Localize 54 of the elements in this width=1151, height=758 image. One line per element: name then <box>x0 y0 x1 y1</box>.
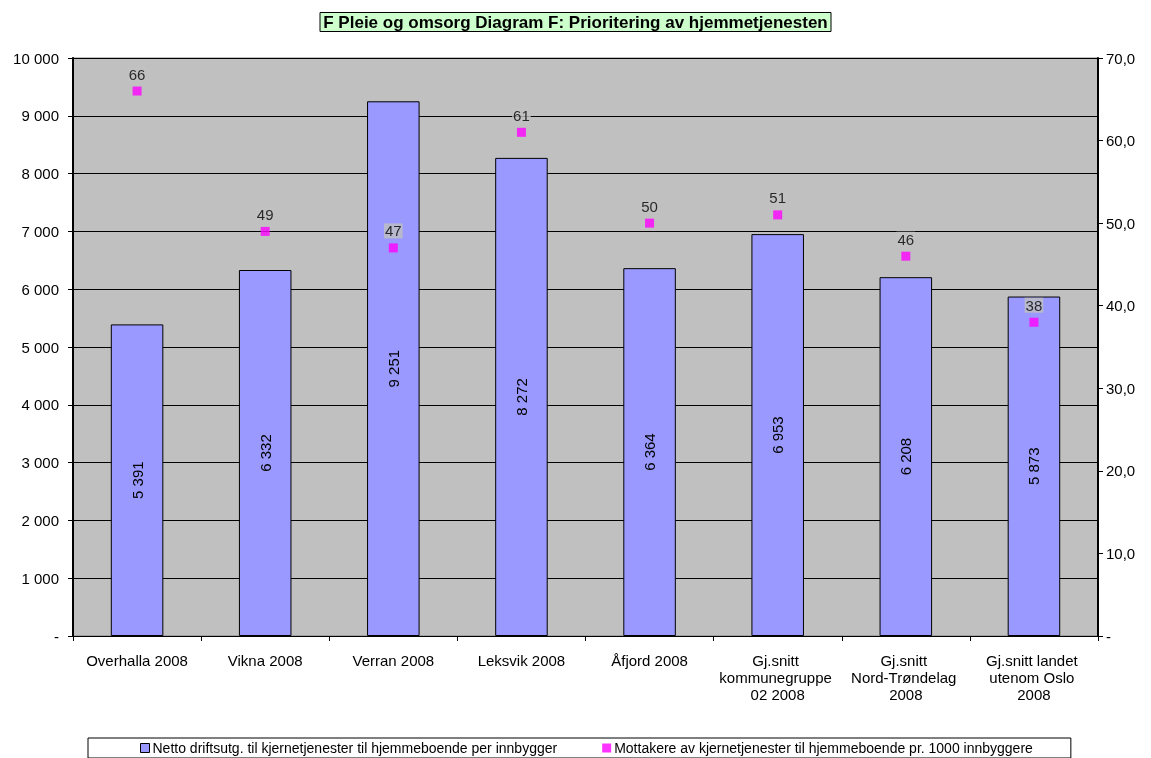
x-tick-label: Verran 2008 <box>352 652 435 669</box>
x-tick-label: Gj.snitt landet utenom Oslo 2008 <box>985 652 1082 703</box>
point <box>260 226 270 236</box>
x-tick-label: Vikna 2008 <box>227 652 303 669</box>
point <box>645 218 655 228</box>
data-label: 6 953 <box>769 416 787 454</box>
y2-tick-label: 70,0 <box>1106 49 1136 67</box>
data-label: 6 332 <box>256 434 274 472</box>
point <box>516 127 526 137</box>
x-tick-label: Leksvik 2008 <box>477 652 566 669</box>
y2-tick-label: 60,0 <box>1106 132 1136 150</box>
y-tick-label: - <box>54 627 59 645</box>
y2-tick-label: - <box>1106 627 1111 645</box>
x-tick-label: Overhalla 2008 <box>86 652 188 669</box>
data-label: 6 364 <box>641 433 659 471</box>
data-label: 8 272 <box>512 378 530 416</box>
x-tick-label: Gj.snitt kommunegruppe 02 2008 <box>719 652 837 703</box>
data-label: 51 <box>769 189 787 207</box>
y-tick-label: 4 000 <box>21 396 59 414</box>
y2-tick-label: 40,0 <box>1106 297 1136 315</box>
y2-tick-label: 30,0 <box>1106 379 1136 397</box>
point <box>1029 317 1039 327</box>
point <box>132 86 142 96</box>
y2-tick-label: 20,0 <box>1106 462 1136 480</box>
data-label: 50 <box>641 197 658 215</box>
y-tick-label: 1 000 <box>21 569 59 587</box>
y2-tick-label: 10,0 <box>1106 544 1136 562</box>
data-label: 9 251 <box>384 349 402 388</box>
y-tick-label: 3 000 <box>21 454 59 472</box>
data-label: 46 <box>897 230 915 248</box>
y-tick-label: 8 000 <box>21 165 59 183</box>
point <box>388 243 398 253</box>
x-tick-label: Gj.snitt Nord-Trøndelag 2008 <box>851 652 961 703</box>
x-tick-label: Åfjord 2008 <box>611 652 688 669</box>
data-label: 5 873 <box>1025 447 1043 486</box>
legend-label: Mottakere av kjernetjenester til hjemmeboende pr. 1000 innbyggere <box>614 740 1034 756</box>
data-label: 61 <box>513 106 530 124</box>
y-tick-label: 7 000 <box>21 222 59 240</box>
y-tick-label: 5 000 <box>21 338 59 356</box>
y-tick-label: 10 000 <box>13 49 59 67</box>
point <box>773 210 783 220</box>
y-tick-label: 9 000 <box>21 107 59 125</box>
y-tick-label: 6 000 <box>21 280 59 298</box>
data-label: 49 <box>256 205 274 223</box>
data-label: 47 <box>384 222 402 240</box>
y2-tick-label: 50,0 <box>1106 214 1136 232</box>
legend-label: Netto driftsutg. til kjernetjenester til hjemmeboende per innbygger <box>152 740 558 756</box>
data-label: 5 391 <box>128 461 146 499</box>
chart-title: F Pleie og omsorg Diagram F: Prioritering av hjemmetjenesten <box>323 13 828 32</box>
data-label: 6 208 <box>897 437 915 476</box>
point <box>901 251 911 261</box>
data-label: 66 <box>128 65 146 83</box>
data-label: 38 <box>1025 296 1043 314</box>
y-tick-label: 2 000 <box>21 511 59 529</box>
